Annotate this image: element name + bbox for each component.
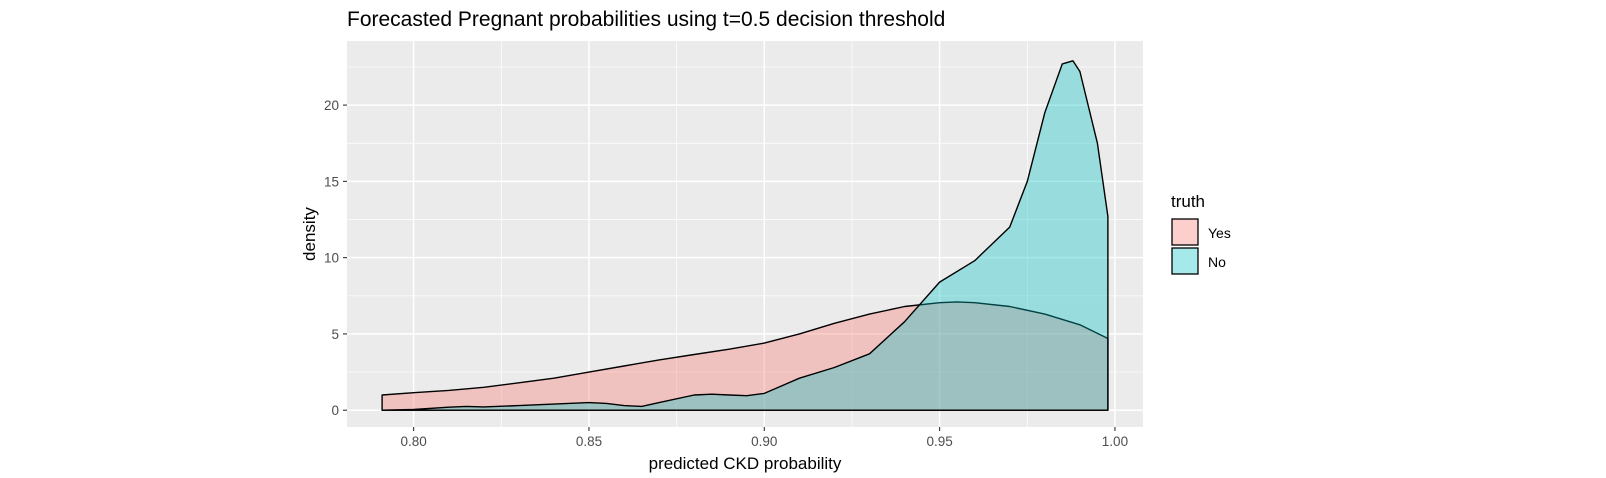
- density-area-yes: [381, 301, 1109, 411]
- x-axis: 0.80 0.85 0.90 0.95 1.00: [400, 427, 1128, 449]
- x-tick-label: 1.00: [1102, 434, 1128, 449]
- x-tick-label: 0.85: [576, 434, 602, 449]
- y-tick-label: 5: [331, 327, 339, 342]
- legend-key-yes: [1171, 218, 1199, 246]
- x-axis-title: predicted CKD probability: [649, 454, 842, 473]
- y-tick-label: 15: [324, 174, 339, 189]
- legend-title: truth: [1171, 192, 1205, 211]
- y-tick-label: 20: [324, 98, 339, 113]
- y-tick-label: 10: [324, 251, 339, 266]
- y-axis: 0 5 10 15 20: [324, 98, 347, 418]
- legend-item-no: No: [1171, 247, 1226, 275]
- legend: truth Yes No: [1171, 192, 1231, 275]
- x-tick-label: 0.80: [400, 434, 426, 449]
- density-area-no: [381, 60, 1109, 411]
- legend-label-no: No: [1208, 254, 1226, 270]
- density-areas: [381, 60, 1109, 411]
- x-tick-label: 0.95: [926, 434, 952, 449]
- chart-title: Forecasted Pregnant probabilities using …: [347, 8, 945, 31]
- legend-item-yes: Yes: [1171, 218, 1231, 246]
- legend-label-yes: Yes: [1208, 225, 1231, 241]
- y-tick-label: 0: [331, 403, 339, 418]
- legend-key-no: [1171, 247, 1199, 275]
- x-tick-label: 0.90: [751, 434, 777, 449]
- y-axis-title: density: [300, 207, 319, 261]
